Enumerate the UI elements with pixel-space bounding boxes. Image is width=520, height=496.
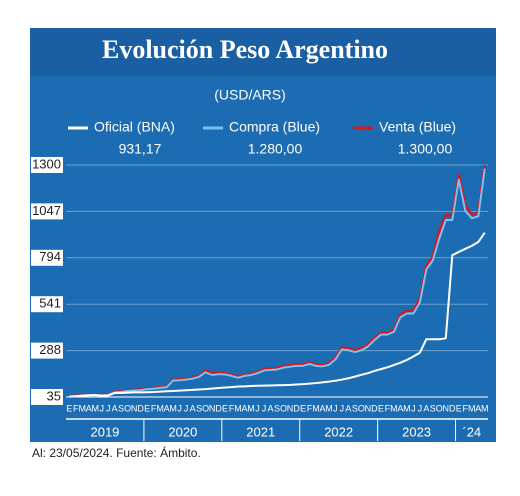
x-tick-label: D	[293, 403, 300, 413]
legend-value: 1.300,00	[398, 141, 453, 157]
x-tick-label: F	[307, 403, 313, 413]
x-tick-label: D	[371, 403, 378, 413]
year-label: 2023	[402, 424, 431, 439]
x-tick-label: A	[164, 403, 170, 413]
x-tick-label: N	[443, 403, 450, 413]
series-line	[69, 168, 486, 398]
subtitle: (USD/ARS)	[214, 87, 286, 103]
y-tick-label: 35	[47, 388, 61, 403]
legend-label: Oficial (BNA)	[94, 119, 175, 135]
x-tick-label: O	[124, 403, 131, 413]
x-tick-label: E	[66, 403, 72, 413]
legend-value: 931,17	[119, 141, 162, 157]
x-tick-label: E	[222, 403, 228, 413]
x-tick-label: O	[358, 403, 365, 413]
x-tick-label: J	[411, 403, 416, 413]
y-label-bg	[31, 249, 63, 266]
x-tick-label: A	[319, 403, 325, 413]
x-tick-label: E	[456, 403, 462, 413]
y-tick-label: 1047	[32, 203, 61, 218]
y-label-bg	[31, 203, 63, 220]
x-tick-label: F	[229, 403, 235, 413]
x-tick-label: J	[418, 403, 423, 413]
x-tick-label: A	[190, 403, 196, 413]
x-tick-label: N	[365, 403, 372, 413]
x-tick-label: M	[91, 403, 99, 413]
legend-value: 1.280,00	[248, 141, 303, 157]
x-tick-label: A	[345, 403, 351, 413]
y-tick-label: 1300	[32, 156, 61, 171]
x-tick-label: E	[300, 403, 306, 413]
y-label-bg	[31, 342, 63, 359]
x-tick-label: F	[73, 403, 79, 413]
x-tick-label: M	[234, 403, 242, 413]
y-tick-label: 794	[39, 249, 61, 264]
x-tick-label: A	[112, 403, 118, 413]
y-label-bg	[31, 389, 63, 405]
year-label: 2022	[324, 424, 353, 439]
x-tick-label: D	[215, 403, 222, 413]
x-tick-label: J	[177, 403, 182, 413]
x-tick-label: A	[242, 403, 248, 413]
y-label-bg	[31, 157, 63, 173]
series-line	[69, 232, 486, 398]
x-tick-label: M	[468, 403, 476, 413]
x-tick-label: O	[436, 403, 443, 413]
x-tick-label: M	[312, 403, 320, 413]
x-tick-label: S	[196, 403, 202, 413]
x-tick-label: N	[209, 403, 216, 413]
x-tick-label: N	[131, 403, 138, 413]
y-tick-label: 288	[39, 342, 61, 357]
x-tick-label: O	[202, 403, 209, 413]
x-tick-label: F	[463, 403, 469, 413]
x-tick-label: M	[78, 403, 86, 413]
plot-area	[66, 165, 488, 397]
x-tick-label: A	[397, 403, 403, 413]
x-tick-label: S	[118, 403, 124, 413]
x-tick-label: J	[262, 403, 267, 413]
x-tick-label: J	[333, 403, 338, 413]
x-tick-label: D	[137, 403, 144, 413]
y-tick-label: 541	[39, 296, 61, 311]
x-tick-label: S	[274, 403, 280, 413]
x-tick-label: E	[378, 403, 384, 413]
x-tick-label: M	[481, 403, 489, 413]
y-label-bg	[31, 296, 63, 313]
x-tick-label: M	[403, 403, 411, 413]
x-tick-label: A	[423, 403, 429, 413]
x-tick-label: O	[280, 403, 287, 413]
x-tick-label: N	[287, 403, 294, 413]
title-band	[30, 28, 496, 76]
x-tick-label: A	[86, 403, 92, 413]
x-tick-label: M	[169, 403, 177, 413]
x-tick-label: M	[390, 403, 398, 413]
legend-label: Compra (Blue)	[229, 119, 320, 135]
x-tick-label: S	[430, 403, 436, 413]
x-tick-label: A	[475, 403, 481, 413]
year-label: 2019	[90, 424, 119, 439]
year-label: 2021	[246, 424, 275, 439]
x-tick-label: J	[99, 403, 104, 413]
year-label: 2020	[168, 424, 197, 439]
legend-label: Venta (Blue)	[379, 119, 456, 135]
x-tick-label: E	[144, 403, 150, 413]
x-tick-label: M	[247, 403, 255, 413]
x-tick-label: M	[156, 403, 164, 413]
x-tick-label: J	[255, 403, 260, 413]
x-tick-label: A	[267, 403, 273, 413]
x-tick-label: S	[352, 403, 358, 413]
chart-title: Evolución Peso Argentino	[102, 35, 388, 64]
x-tick-label: J	[106, 403, 111, 413]
x-tick-label: J	[340, 403, 345, 413]
x-tick-label: D	[449, 403, 456, 413]
x-tick-label: F	[151, 403, 157, 413]
x-tick-label: J	[184, 403, 189, 413]
x-tick-label: M	[325, 403, 333, 413]
footnote: Al: 23/05/2024. Fuente: Ámbito.	[32, 445, 201, 460]
x-tick-label: F	[385, 403, 391, 413]
year-label: ´24	[462, 424, 481, 439]
